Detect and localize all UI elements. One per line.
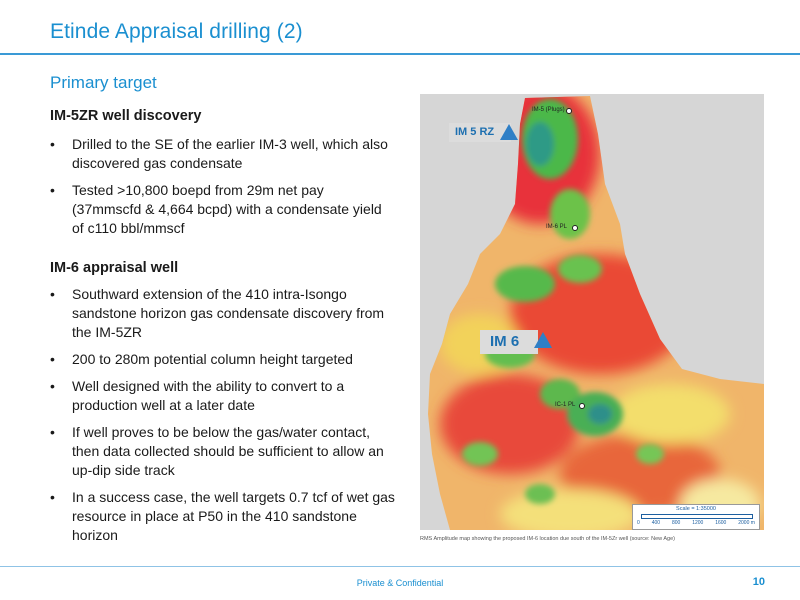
well-label-top: IM-5 (Plugs)	[532, 107, 565, 113]
scale-bar	[641, 514, 753, 519]
amplitude-map-graphic	[420, 94, 764, 530]
page-title: Etinde Appraisal drilling (2)	[50, 20, 303, 43]
label-im5rz: IM 5 RZ	[449, 123, 511, 142]
scale-title: Scale = 1:35000	[676, 506, 716, 512]
bullet-item: Well designed with the ability to conver…	[50, 377, 395, 415]
scale-tick: 1200	[692, 520, 704, 526]
scale-tick: 1600	[715, 520, 727, 526]
well-location-icon	[572, 225, 578, 231]
footer-confidential: Private & Confidential	[356, 578, 444, 588]
scale-tick: 800	[671, 520, 681, 526]
well-location-icon	[579, 403, 585, 409]
bullet-item: If well proves to be below the gas/water…	[50, 423, 395, 480]
footer-divider	[0, 566, 800, 567]
scale-tick: 400	[651, 520, 661, 526]
bullet-item: Southward extension of the 410 intra-Iso…	[50, 285, 395, 342]
scale-tick: 2000 m	[738, 520, 755, 526]
scale-tick: 0	[637, 520, 640, 526]
amplitude-map	[420, 94, 764, 530]
heading-im5zr: IM-5ZR well discovery	[50, 108, 202, 124]
map-scale: Scale = 1:35000 0 400 800 1200 1600 2000…	[632, 504, 760, 530]
map-caption: RMS Amplitude map showing the proposed I…	[420, 536, 675, 542]
bullet-item: Drilled to the SE of the earlier IM-3 we…	[50, 135, 395, 173]
label-im6: IM 6	[480, 330, 538, 354]
bullet-item: Tested >10,800 boepd from 29m net pay (3…	[50, 181, 395, 238]
page-number: 10	[752, 576, 765, 588]
bullet-list-im6: Southward extension of the 410 intra-Iso…	[50, 285, 395, 553]
well-marker-icon	[534, 332, 552, 348]
title-divider	[0, 53, 800, 55]
bullet-item: In a success case, the well targets 0.7 …	[50, 488, 395, 545]
well-label-mid: IM-6 PL	[546, 224, 568, 230]
well-marker-icon	[500, 124, 518, 140]
section-subtitle: Primary target	[50, 73, 157, 92]
bullet-list-im5zr: Drilled to the SE of the earlier IM-3 we…	[50, 135, 395, 246]
scale-ticks: 0 400 800 1200 1600 2000 m	[637, 520, 755, 526]
well-location-icon	[566, 108, 572, 114]
well-label-lower: IC-1 PL	[555, 402, 576, 408]
bullet-item: 200 to 280m potential column height targ…	[50, 350, 395, 369]
heading-im6: IM-6 appraisal well	[50, 260, 179, 276]
